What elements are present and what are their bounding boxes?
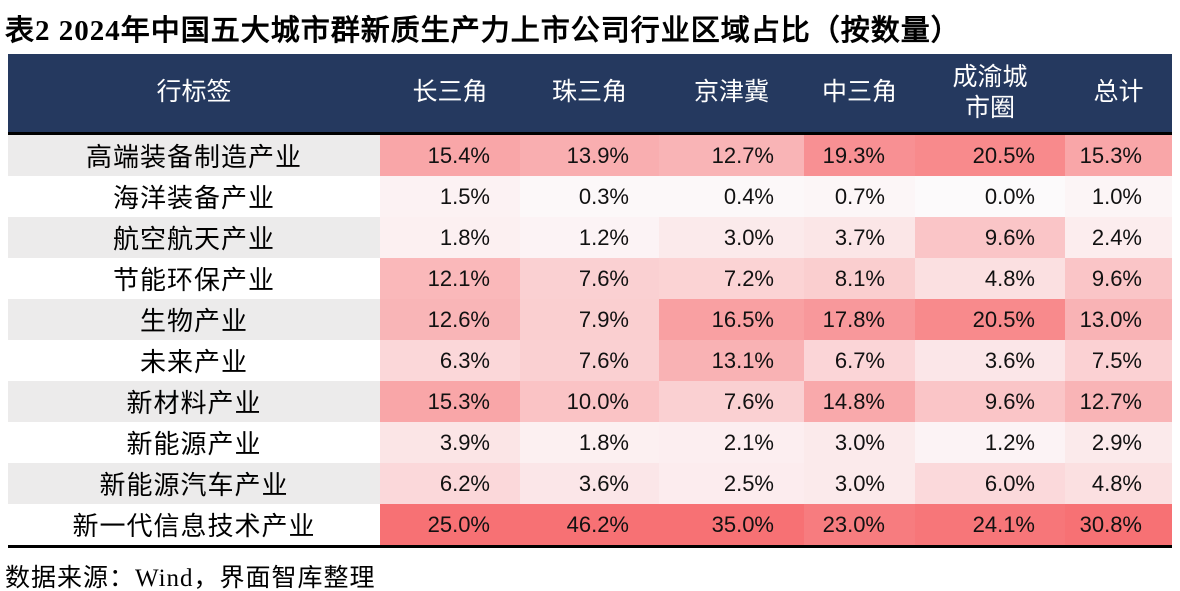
row-label: 新能源产业 xyxy=(8,422,380,463)
value-cell: 2.9% xyxy=(1065,422,1172,463)
value-cell: 12.7% xyxy=(659,133,804,176)
value-cell: 35.0% xyxy=(659,504,804,547)
row-label: 节能环保产业 xyxy=(8,258,380,299)
row-label: 海洋装备产业 xyxy=(8,176,380,217)
value-cell: 13.9% xyxy=(520,133,659,176)
value-cell: 24.1% xyxy=(915,504,1065,547)
value-cell: 12.1% xyxy=(380,258,520,299)
value-cell: 7.6% xyxy=(520,258,659,299)
table-row: 新能源产业 3.9% 1.8% 2.1% 3.0% 1.2% 2.9% xyxy=(8,422,1172,463)
row-label: 航空航天产业 xyxy=(8,217,380,258)
value-cell: 6.0% xyxy=(915,463,1065,504)
row-label: 高端装备制造产业 xyxy=(8,133,380,176)
value-cell: 2.5% xyxy=(659,463,804,504)
column-header-middle-triangle: 中三角 xyxy=(804,54,915,135)
value-cell: 16.5% xyxy=(659,299,804,340)
industry-region-table-wrap: 行标签 长三角 珠三角 京津冀 中三角 成渝城 市圈 总计 高端装备制造产业 15… xyxy=(8,54,1172,548)
column-header-chengyu: 成渝城 市圈 xyxy=(915,54,1065,135)
value-cell: 1.8% xyxy=(520,422,659,463)
value-cell: 8.1% xyxy=(804,258,915,299)
value-cell: 20.5% xyxy=(915,299,1065,340)
value-cell: 3.6% xyxy=(915,340,1065,381)
table-row: 节能环保产业 12.1% 7.6% 7.2% 8.1% 4.8% 9.6% xyxy=(8,258,1172,299)
value-cell: 20.5% xyxy=(915,133,1065,176)
value-cell: 15.3% xyxy=(380,381,520,422)
value-cell: 6.3% xyxy=(380,340,520,381)
value-cell: 7.5% xyxy=(1065,340,1172,381)
value-cell: 0.7% xyxy=(804,176,915,217)
value-cell: 23.0% xyxy=(804,504,915,547)
column-header-jingjinji: 京津冀 xyxy=(659,54,804,135)
value-cell: 12.7% xyxy=(1065,381,1172,422)
value-cell: 4.8% xyxy=(1065,463,1172,504)
value-cell: 7.6% xyxy=(659,381,804,422)
value-cell: 3.0% xyxy=(804,422,915,463)
value-cell: 15.4% xyxy=(380,133,520,176)
column-header-row-label: 行标签 xyxy=(8,54,380,135)
value-cell: 13.1% xyxy=(659,340,804,381)
value-cell: 10.0% xyxy=(520,381,659,422)
row-label: 新材料产业 xyxy=(8,381,380,422)
value-cell: 7.2% xyxy=(659,258,804,299)
table-row: 海洋装备产业 1.5% 0.3% 0.4% 0.7% 0.0% 1.0% xyxy=(8,176,1172,217)
value-cell: 0.0% xyxy=(915,176,1065,217)
value-cell: 3.9% xyxy=(380,422,520,463)
value-cell: 7.9% xyxy=(520,299,659,340)
table-row: 新材料产业 15.3% 10.0% 7.6% 14.8% 9.6% 12.7% xyxy=(8,381,1172,422)
industry-region-table: 行标签 长三角 珠三角 京津冀 中三角 成渝城 市圈 总计 高端装备制造产业 15… xyxy=(8,54,1172,548)
value-cell: 6.2% xyxy=(380,463,520,504)
value-cell: 19.3% xyxy=(804,133,915,176)
value-cell: 3.0% xyxy=(659,217,804,258)
column-header-total: 总计 xyxy=(1065,54,1172,135)
value-cell: 17.8% xyxy=(804,299,915,340)
data-source-note: 数据来源：Wind，界面智库整理 xyxy=(5,565,376,591)
value-cell: 14.8% xyxy=(804,381,915,422)
value-cell: 0.4% xyxy=(659,176,804,217)
value-cell: 9.6% xyxy=(915,381,1065,422)
value-cell: 30.8% xyxy=(1065,504,1172,547)
value-cell: 13.0% xyxy=(1065,299,1172,340)
value-cell: 1.5% xyxy=(380,176,520,217)
header-row: 行标签 长三角 珠三角 京津冀 中三角 成渝城 市圈 总计 xyxy=(8,54,1172,135)
value-cell: 7.6% xyxy=(520,340,659,381)
table-title: 表2 2024年中国五大城市群新质生产力上市公司行业区域占比（按数量） xyxy=(5,15,961,47)
value-cell: 3.7% xyxy=(804,217,915,258)
value-cell: 3.0% xyxy=(804,463,915,504)
value-cell: 1.2% xyxy=(520,217,659,258)
value-cell: 6.7% xyxy=(804,340,915,381)
column-header-pearl-delta: 珠三角 xyxy=(520,54,659,135)
table-row: 未来产业 6.3% 7.6% 13.1% 6.7% 3.6% 7.5% xyxy=(8,340,1172,381)
value-cell: 2.1% xyxy=(659,422,804,463)
value-cell: 2.4% xyxy=(1065,217,1172,258)
value-cell: 1.8% xyxy=(380,217,520,258)
value-cell: 15.3% xyxy=(1065,133,1172,176)
row-label: 新一代信息技术产业 xyxy=(8,504,380,547)
value-cell: 12.6% xyxy=(380,299,520,340)
row-label: 未来产业 xyxy=(8,340,380,381)
value-cell: 9.6% xyxy=(915,217,1065,258)
value-cell: 3.6% xyxy=(520,463,659,504)
table-row: 生物产业 12.6% 7.9% 16.5% 17.8% 20.5% 13.0% xyxy=(8,299,1172,340)
column-header-yangtze-delta: 长三角 xyxy=(380,54,520,135)
value-cell: 1.2% xyxy=(915,422,1065,463)
value-cell: 25.0% xyxy=(380,504,520,547)
value-cell: 1.0% xyxy=(1065,176,1172,217)
value-cell: 46.2% xyxy=(520,504,659,547)
table-row: 新能源汽车产业 6.2% 3.6% 2.5% 3.0% 6.0% 4.8% xyxy=(8,463,1172,504)
row-label: 生物产业 xyxy=(8,299,380,340)
value-cell: 0.3% xyxy=(520,176,659,217)
table-row: 航空航天产业 1.8% 1.2% 3.0% 3.7% 9.6% 2.4% xyxy=(8,217,1172,258)
table-row: 新一代信息技术产业 25.0% 46.2% 35.0% 23.0% 24.1% 30.8% xyxy=(8,504,1172,547)
value-cell: 4.8% xyxy=(915,258,1065,299)
row-label: 新能源汽车产业 xyxy=(8,463,380,504)
table-row: 高端装备制造产业 15.4% 13.9% 12.7% 19.3% 20.5% 15.3% xyxy=(8,133,1172,176)
value-cell: 9.6% xyxy=(1065,258,1172,299)
